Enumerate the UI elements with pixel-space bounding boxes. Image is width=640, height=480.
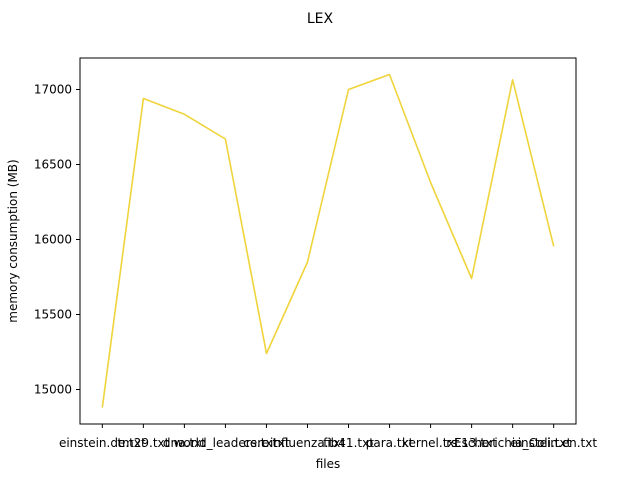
series-line-0 bbox=[101, 73, 555, 408]
y-tick-label: 15500 bbox=[34, 308, 72, 322]
x-tick-label: einstein.de.txt bbox=[59, 436, 146, 450]
x-tick-label: fib41.txt bbox=[323, 436, 374, 450]
y-axis-label: memory consumption (MB) bbox=[6, 159, 20, 322]
x-tick-label: Escherichia_Coli.txt bbox=[454, 436, 572, 450]
y-tick-label: 16000 bbox=[34, 233, 72, 247]
y-axis: 15000 15500 16000 16500 17000 bbox=[34, 83, 80, 397]
y-tick-label: 16500 bbox=[34, 158, 72, 172]
axes-frame bbox=[79, 57, 577, 425]
x-tick-label: dna.txt bbox=[163, 436, 206, 450]
x-tick-label: einstein.en.txt bbox=[510, 436, 597, 450]
x-axis: einstein.de.txttm29.txtdna.txtworld_lead… bbox=[59, 424, 597, 450]
y-tick-label: 15000 bbox=[34, 383, 72, 397]
y-tick-label: 17000 bbox=[34, 83, 72, 97]
chart-title: LEX bbox=[307, 11, 334, 27]
plot-area bbox=[79, 57, 577, 425]
x-tick-label: influenza.txt bbox=[270, 436, 345, 450]
x-tick-label: kernel.txt bbox=[402, 436, 460, 450]
x-tick-label: rs.13.txt bbox=[446, 436, 497, 450]
x-tick-label: world_leaders.txt bbox=[174, 436, 278, 450]
x-axis-label: files bbox=[316, 457, 341, 471]
x-tick-label: para.txt bbox=[366, 436, 414, 450]
series-layer bbox=[101, 73, 555, 408]
x-tick-label: tm29.txt bbox=[117, 436, 169, 450]
x-tick-label: cere.txt bbox=[243, 436, 290, 450]
